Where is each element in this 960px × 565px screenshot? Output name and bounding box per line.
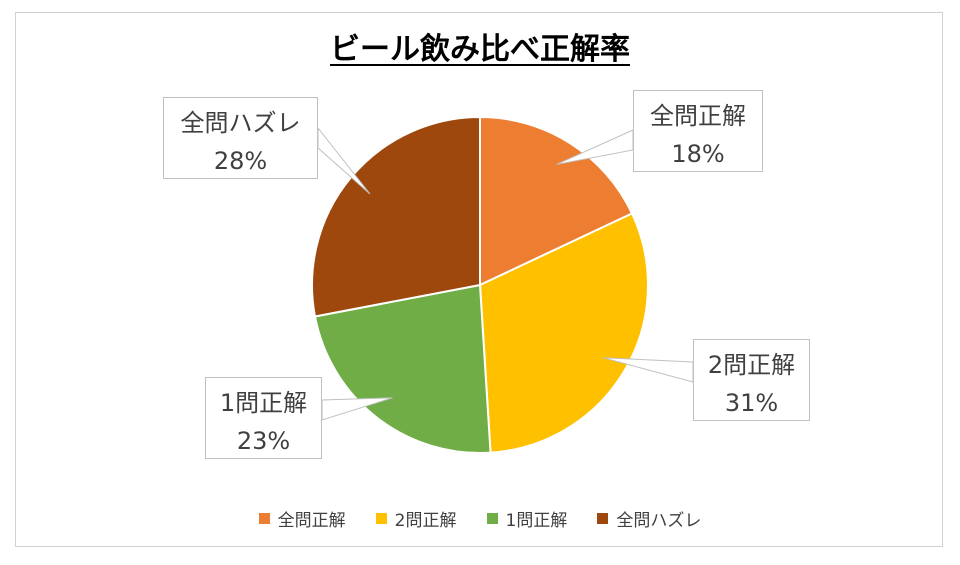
- legend-label: 全問正解: [277, 511, 346, 531]
- data-label-one-correct: 1問正解 23%: [205, 377, 322, 459]
- data-label-category: 2問正解: [707, 351, 796, 379]
- legend-swatch: [597, 513, 609, 524]
- legend-swatch: [375, 513, 387, 524]
- callout-pointer: [321, 397, 393, 421]
- data-label-category: 全問ハズレ: [180, 109, 301, 137]
- legend-label: 2問正解: [394, 511, 457, 531]
- slice-one-correct: [313, 283, 492, 454]
- chart-title: ビール飲み比べ正解率: [330, 32, 630, 67]
- data-label-category: 1問正解: [219, 389, 308, 417]
- data-label-percent: 31%: [724, 389, 779, 417]
- data-label-percent: 18%: [671, 140, 725, 168]
- data-label-percent: 28%: [213, 147, 268, 175]
- slice-all-wrong: [311, 115, 481, 318]
- slice-two-correct: [478, 212, 649, 454]
- legend-item: 全問正解: [258, 506, 346, 531]
- legend-swatch: [486, 513, 498, 524]
- legend-label: 1問正解: [505, 511, 568, 531]
- legend-item: 2問正解: [375, 506, 457, 531]
- slice-all-correct: [479, 115, 634, 287]
- callout-pointer: [317, 126, 371, 195]
- legend-swatch: [258, 513, 270, 524]
- data-label-all-wrong: 全問ハズレ 28%: [163, 97, 318, 179]
- data-label-all-correct: 全問正解 18%: [633, 90, 763, 172]
- legend-item: 1問正解: [486, 506, 568, 531]
- data-label-category: 全問正解: [650, 102, 746, 130]
- legend-item: 全問ハズレ: [597, 506, 701, 531]
- data-label-two-correct: 2問正解 31%: [693, 339, 810, 421]
- legend-label: 全問ハズレ: [616, 511, 702, 531]
- data-label-percent: 23%: [236, 427, 291, 455]
- legend: 全問正解 2問正解 1問正解 全問ハズレ: [0, 506, 960, 531]
